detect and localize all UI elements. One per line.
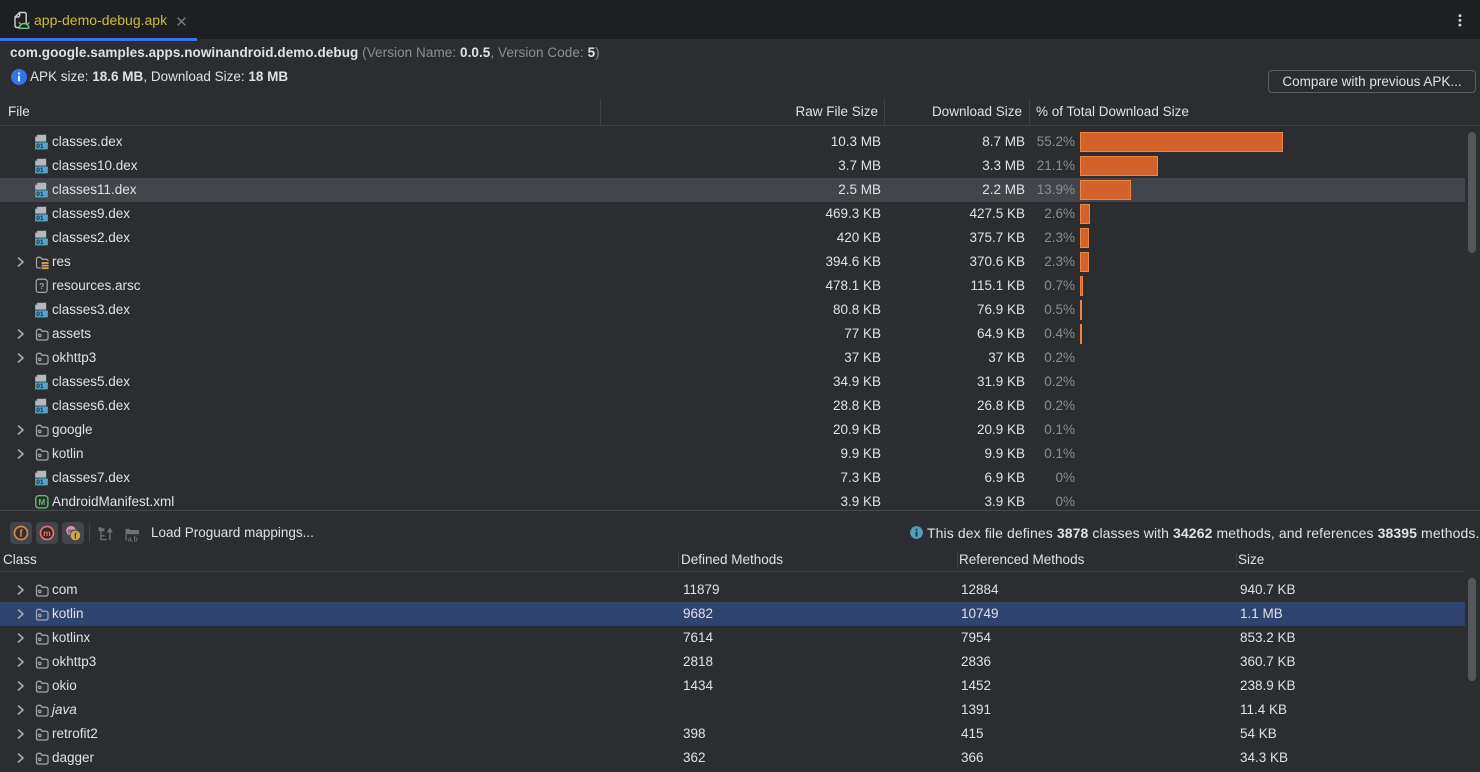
svg-text:01: 01 [36, 215, 44, 222]
svg-text:01: 01 [36, 239, 44, 246]
svg-text:f: f [74, 532, 77, 541]
svg-text:01: 01 [36, 311, 44, 318]
svg-text:01: 01 [36, 167, 44, 174]
svg-text:01: 01 [36, 383, 44, 390]
svg-text:M: M [38, 498, 45, 507]
svg-text:01: 01 [36, 479, 44, 486]
svg-text:01: 01 [36, 191, 44, 198]
svg-text:a.b: a.b [127, 536, 137, 542]
svg-text:01: 01 [36, 407, 44, 414]
svg-text:f: f [20, 528, 24, 539]
svg-text:01: 01 [36, 143, 44, 150]
svg-text:?: ? [39, 281, 44, 291]
svg-text:m: m [43, 528, 51, 538]
